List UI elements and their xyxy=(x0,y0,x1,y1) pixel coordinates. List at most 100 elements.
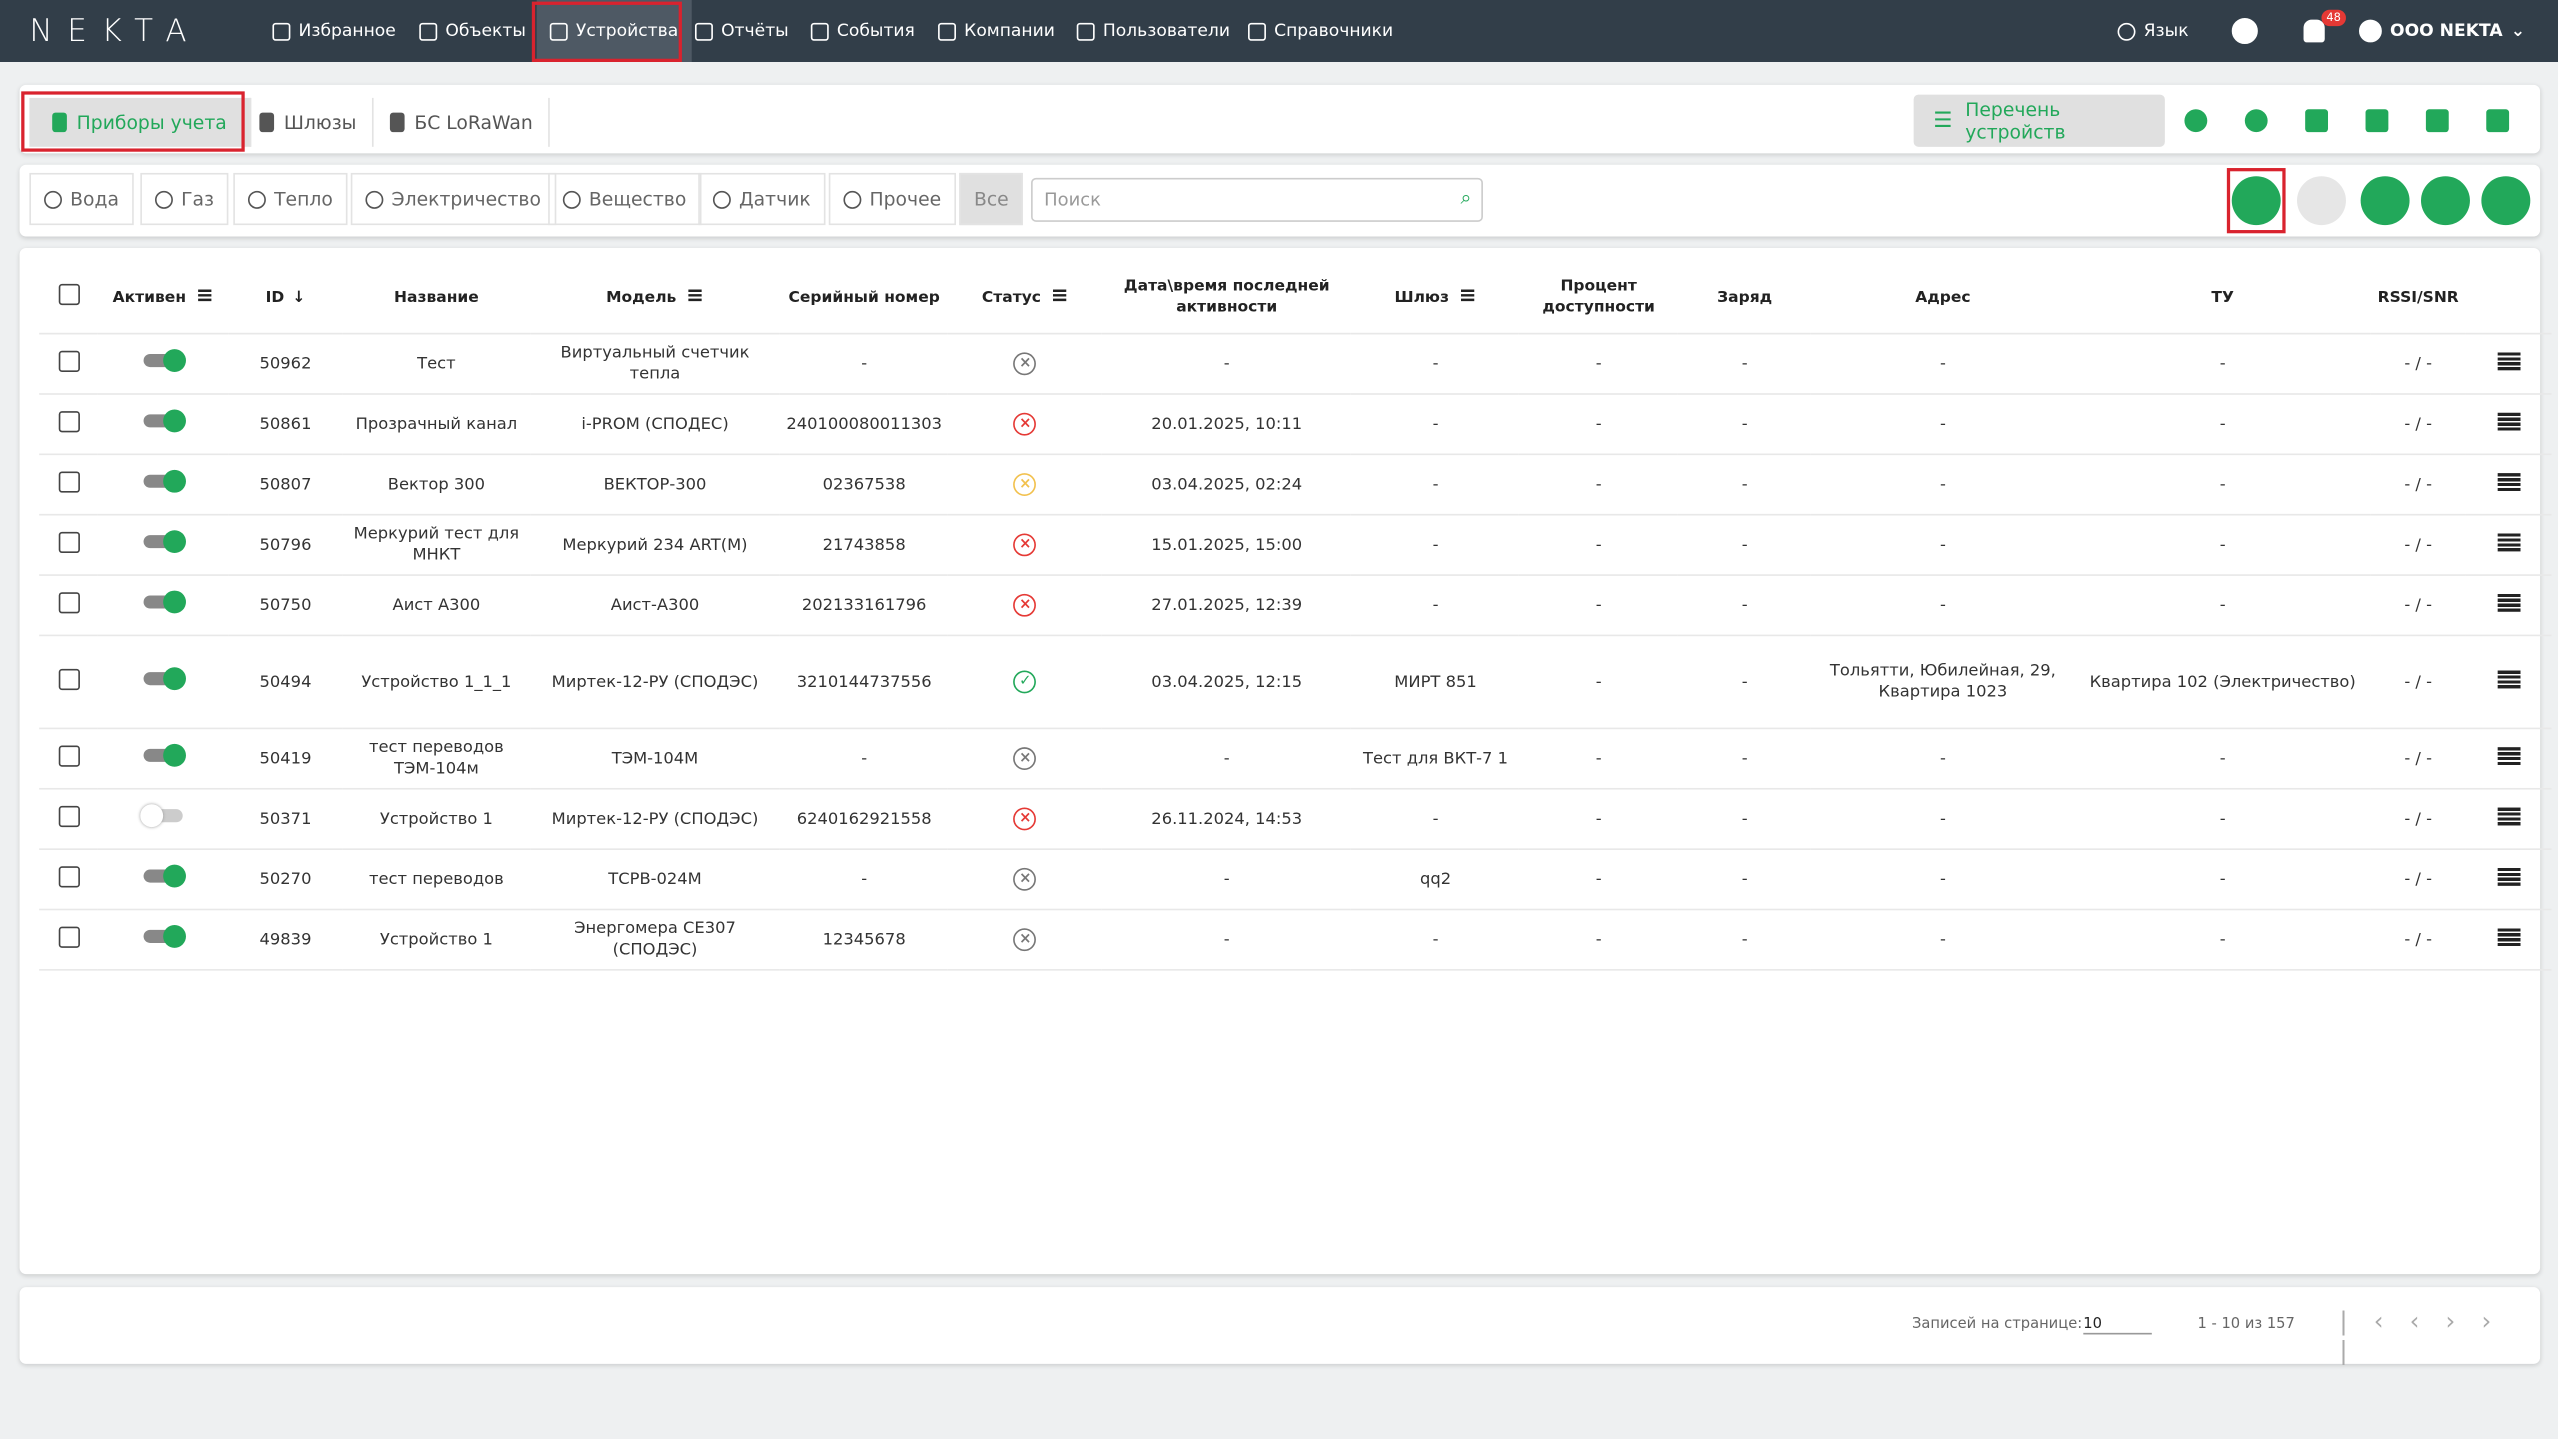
tab-icon xyxy=(389,112,405,133)
active-switch[interactable] xyxy=(140,349,186,372)
search-input[interactable]: Поиск ⌕ xyxy=(1031,177,1483,222)
checkbox[interactable] xyxy=(57,470,80,492)
filter-icon[interactable]: ≡ xyxy=(686,283,704,309)
active-switch[interactable] xyxy=(140,409,186,433)
filter-icon[interactable]: ≡ xyxy=(1458,283,1477,309)
help[interactable] xyxy=(2231,0,2258,62)
add-button[interactable] xyxy=(2231,176,2281,226)
cell: - / - xyxy=(2371,849,2466,911)
cell: тест переводов ТЭМ-104м xyxy=(342,728,531,790)
nav-item[interactable]: Избранное xyxy=(272,0,396,62)
active-switch[interactable] xyxy=(140,530,186,554)
settings-button[interactable] xyxy=(2481,176,2531,226)
cell: ТЭМ-104М xyxy=(530,728,780,790)
nav-item[interactable]: Устройства xyxy=(536,0,692,62)
status-cell: × xyxy=(948,849,1102,911)
nav-item[interactable]: Пользователи xyxy=(1076,0,1230,62)
checkbox[interactable] xyxy=(57,925,80,948)
menu-icon[interactable] xyxy=(2497,806,2520,825)
checkbox[interactable] xyxy=(57,410,80,432)
column-header: RSSI/SNR xyxy=(2371,261,2466,335)
row-select xyxy=(39,333,98,395)
cell: - xyxy=(2074,728,2372,790)
active-switch[interactable] xyxy=(140,864,186,888)
cell: - xyxy=(1811,333,2075,395)
checkbox[interactable] xyxy=(57,591,80,613)
nav-item[interactable]: Справочники xyxy=(1248,0,1393,62)
checkbox[interactable] xyxy=(57,349,80,372)
tab[interactable]: Шлюзы xyxy=(245,97,373,147)
nav-label: Отчёты xyxy=(721,21,789,41)
active-switch[interactable] xyxy=(140,925,186,948)
checkbox[interactable] xyxy=(57,865,80,887)
filter[interactable]: Тепло xyxy=(233,172,348,226)
list-button[interactable] xyxy=(2297,176,2346,226)
filter-label: Электричество xyxy=(391,187,541,211)
filter[interactable]: Все xyxy=(959,172,1024,226)
nav-label: Объекты xyxy=(445,21,526,41)
row-menu xyxy=(2465,575,2552,637)
cell: 3210144737556 xyxy=(779,635,949,730)
cell: МИРТ 851 xyxy=(1351,635,1520,730)
nav-item[interactable]: Компании xyxy=(938,0,1055,62)
view-icon[interactable] xyxy=(2486,109,2510,133)
language[interactable]: Язык xyxy=(2117,0,2189,62)
company[interactable]: ООО NEKTA ⌄ xyxy=(2359,0,2525,62)
filter[interactable]: Прочее xyxy=(828,172,956,226)
checkbox[interactable] xyxy=(57,668,80,690)
view-icon[interactable] xyxy=(2425,109,2449,133)
menu-icon[interactable] xyxy=(2497,927,2520,946)
active-switch[interactable] xyxy=(140,590,186,614)
switch-knob xyxy=(163,409,186,433)
per-page-select[interactable]: 10 xyxy=(2083,1317,2152,1335)
filter[interactable]: Электричество xyxy=(350,172,556,226)
view-icon[interactable] xyxy=(2184,109,2208,133)
view-icon[interactable] xyxy=(2365,109,2389,133)
view-icon[interactable] xyxy=(2305,109,2329,133)
filter[interactable]: Вещество xyxy=(548,172,702,226)
filter-icon[interactable]: ≡ xyxy=(1050,283,1069,309)
nav-item[interactable]: Объекты xyxy=(419,0,526,62)
nav-item[interactable]: Отчёты xyxy=(694,0,789,62)
checkbox[interactable] xyxy=(57,744,80,766)
checkbox[interactable] xyxy=(57,805,80,827)
column-label: RSSI/SNR xyxy=(2377,287,2459,306)
active-switch[interactable] xyxy=(140,804,186,828)
tab[interactable]: БС LoRaWan xyxy=(375,97,550,147)
cell: - xyxy=(1101,333,1352,395)
cell: - xyxy=(1351,575,1520,637)
download-button[interactable] xyxy=(2360,176,2410,226)
checkbox[interactable] xyxy=(57,531,80,553)
menu-icon[interactable] xyxy=(2497,593,2520,611)
menu-icon[interactable] xyxy=(2497,669,2520,688)
tab[interactable]: Приборы учета xyxy=(29,97,252,147)
menu-icon[interactable] xyxy=(2497,867,2520,886)
nav-item[interactable]: События xyxy=(810,0,915,62)
active-switch[interactable] xyxy=(140,743,186,767)
cell: - xyxy=(1519,514,1678,576)
row-menu xyxy=(2465,393,2552,456)
checkbox[interactable] xyxy=(57,283,80,305)
filter[interactable]: Датчик xyxy=(698,172,826,226)
status-cell: ✓ xyxy=(948,635,1102,730)
filter-icon[interactable]: ≡ xyxy=(195,283,214,309)
filter[interactable]: Газ xyxy=(140,172,229,226)
menu-icon[interactable] xyxy=(2497,532,2520,551)
notifications[interactable]: 48 xyxy=(2303,0,2346,62)
active-switch[interactable] xyxy=(140,667,186,691)
view-icon[interactable] xyxy=(2244,109,2268,133)
page-nav[interactable]: |‹‹›› | xyxy=(2339,1306,2518,1366)
menu-icon[interactable] xyxy=(2497,351,2520,370)
filter-clear-button[interactable] xyxy=(2420,176,2470,226)
nav-label: Избранное xyxy=(298,21,396,41)
menu-icon[interactable] xyxy=(2497,746,2520,765)
highlight xyxy=(21,91,245,152)
active-switch[interactable] xyxy=(140,469,186,493)
cell: - xyxy=(2074,454,2372,516)
menu-icon[interactable] xyxy=(2497,472,2520,491)
column-label: ТУ xyxy=(2211,287,2234,306)
sort-icon[interactable]: ↓ xyxy=(292,287,306,306)
view-button[interactable]: ☰ Перечень устройств xyxy=(1913,94,2165,147)
filter[interactable]: Вода xyxy=(29,172,134,226)
menu-icon[interactable] xyxy=(2497,411,2520,430)
